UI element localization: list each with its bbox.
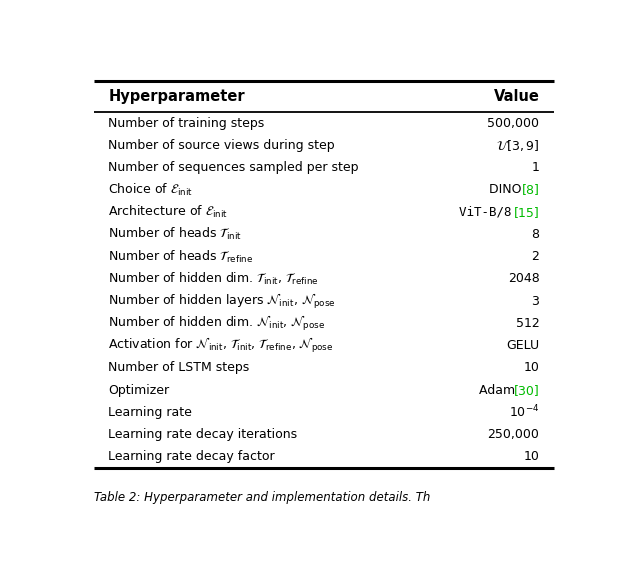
Text: $10^{-4}$: $10^{-4}$ — [509, 404, 540, 420]
Text: [8]: [8] — [521, 183, 540, 196]
Text: 1: 1 — [532, 161, 540, 174]
Text: Number of LSTM steps: Number of LSTM steps — [109, 361, 250, 374]
Text: Number of hidden layers $\mathcal{N}_{\mathrm{init}}$, $\mathcal{N}_{\mathrm{pos: Number of hidden layers $\mathcal{N}_{\m… — [109, 291, 336, 311]
Text: Table 2: Hyperparameter and implementation details. Th: Table 2: Hyperparameter and implementati… — [94, 491, 430, 504]
Text: 512: 512 — [516, 317, 540, 330]
Text: 500,000: 500,000 — [487, 117, 540, 130]
Text: DINO: DINO — [489, 183, 526, 196]
Text: 2048: 2048 — [507, 272, 540, 286]
Text: Number of hidden dim. $\mathcal{N}_{\mathrm{init}}$, $\mathcal{N}_{\mathrm{pose}: Number of hidden dim. $\mathcal{N}_{\mat… — [109, 314, 325, 333]
Text: Number of source views during step: Number of source views during step — [109, 139, 335, 152]
Text: Number of sequences sampled per step: Number of sequences sampled per step — [109, 161, 359, 174]
Text: Activation for $\mathcal{N}_{\mathrm{init}}$, $\mathcal{T}_{\mathrm{init}}$, $\m: Activation for $\mathcal{N}_{\mathrm{ini… — [109, 336, 334, 355]
Text: ViT-B/8: ViT-B/8 — [459, 206, 520, 218]
Text: Number of training steps: Number of training steps — [109, 117, 265, 130]
Text: 8: 8 — [532, 228, 540, 241]
Text: Value: Value — [494, 89, 540, 104]
Text: Learning rate decay factor: Learning rate decay factor — [109, 450, 275, 464]
Text: Choice of $\mathcal{E}_{\mathrm{init}}$: Choice of $\mathcal{E}_{\mathrm{init}}$ — [109, 182, 193, 198]
Text: Optimizer: Optimizer — [109, 384, 169, 397]
Text: Adam: Adam — [479, 384, 520, 397]
Text: 10: 10 — [523, 361, 540, 374]
Text: [15]: [15] — [514, 206, 540, 218]
Text: Learning rate: Learning rate — [109, 406, 192, 419]
Text: GELU: GELU — [506, 339, 540, 352]
Text: Number of heads $\mathcal{T}_{\mathrm{init}}$: Number of heads $\mathcal{T}_{\mathrm{in… — [109, 226, 243, 242]
Text: 3: 3 — [532, 294, 540, 308]
Text: 10: 10 — [523, 450, 540, 464]
Text: Architecture of $\mathcal{E}_{\mathrm{init}}$: Architecture of $\mathcal{E}_{\mathrm{in… — [109, 204, 228, 220]
Text: Number of heads $\mathcal{T}_{\mathrm{refine}}$: Number of heads $\mathcal{T}_{\mathrm{re… — [109, 249, 254, 265]
Text: $\mathcal{U}[3, 9]$: $\mathcal{U}[3, 9]$ — [496, 138, 540, 153]
Text: Hyperparameter: Hyperparameter — [109, 89, 245, 104]
Text: [30]: [30] — [514, 384, 540, 397]
Text: Learning rate decay iterations: Learning rate decay iterations — [109, 428, 298, 441]
Text: 2: 2 — [532, 250, 540, 263]
Text: 250,000: 250,000 — [487, 428, 540, 441]
Text: Number of hidden dim. $\mathcal{T}_{\mathrm{init}}$, $\mathcal{T}_{\mathrm{refin: Number of hidden dim. $\mathcal{T}_{\mat… — [109, 271, 319, 287]
